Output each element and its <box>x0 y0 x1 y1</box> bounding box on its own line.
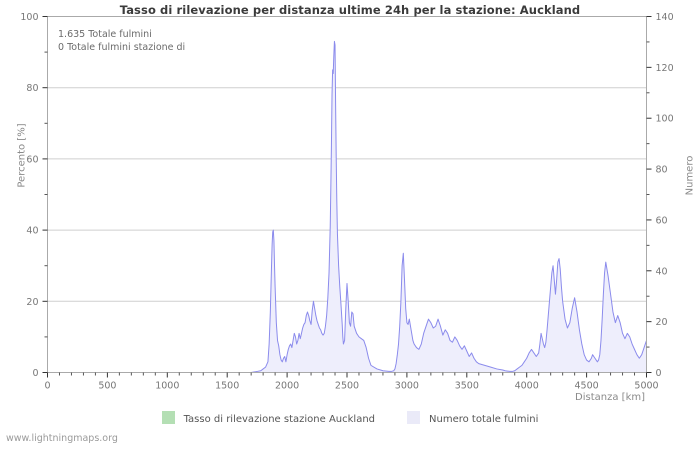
svg-text:3000: 3000 <box>395 381 419 392</box>
chart-annotation: 1.635 Totale fulmini 0 Totale fulmini st… <box>58 28 185 54</box>
svg-text:3500: 3500 <box>455 381 479 392</box>
x-axis-title: Distanza [km] <box>575 392 645 403</box>
svg-text:0: 0 <box>44 381 50 392</box>
svg-text:2000: 2000 <box>275 381 299 392</box>
svg-text:20: 20 <box>656 317 668 328</box>
svg-text:1000: 1000 <box>155 381 179 392</box>
y-axis-left-title: Percento [%] <box>16 123 28 188</box>
svg-text:140: 140 <box>656 12 674 23</box>
legend-item[interactable]: Tasso di rilevazione stazione Auckland <box>161 411 376 425</box>
svg-text:500: 500 <box>98 381 116 392</box>
svg-text:100: 100 <box>656 114 674 125</box>
svg-text:40: 40 <box>656 266 668 277</box>
svg-text:1500: 1500 <box>215 381 239 392</box>
annotation-line-1: 1.635 Totale fulmini <box>58 29 152 40</box>
svg-text:0: 0 <box>656 368 662 379</box>
svg-text:5000: 5000 <box>634 381 658 392</box>
page-title: Tasso di rilevazione per distanza ultime… <box>119 3 581 17</box>
legend-label: Numero totale fulmini <box>429 413 539 425</box>
y-axis-right-title: Numero <box>684 155 696 196</box>
footer-watermark: www.lightningmaps.org <box>6 433 118 444</box>
legend-swatch <box>161 411 175 424</box>
svg-text:80: 80 <box>656 165 668 176</box>
chart-legend: Tasso di rilevazione stazione Auckland Nu… <box>0 411 700 425</box>
svg-text:80: 80 <box>26 83 38 94</box>
svg-text:60: 60 <box>26 154 38 165</box>
svg-text:20: 20 <box>26 297 38 308</box>
svg-text:2500: 2500 <box>335 381 359 392</box>
svg-text:40: 40 <box>26 226 38 237</box>
svg-text:4000: 4000 <box>515 381 539 392</box>
annotation-line-2: 0 Totale fulmini stazione di <box>58 42 186 53</box>
legend-swatch <box>407 411 421 424</box>
svg-text:0: 0 <box>32 368 38 379</box>
svg-text:120: 120 <box>656 63 674 74</box>
svg-text:4500: 4500 <box>575 381 599 392</box>
svg-text:60: 60 <box>656 215 668 226</box>
legend-label: Tasso di rilevazione stazione Auckland <box>183 413 376 425</box>
svg-text:100: 100 <box>20 12 38 23</box>
legend-item[interactable]: Numero totale fulmini <box>407 411 538 425</box>
